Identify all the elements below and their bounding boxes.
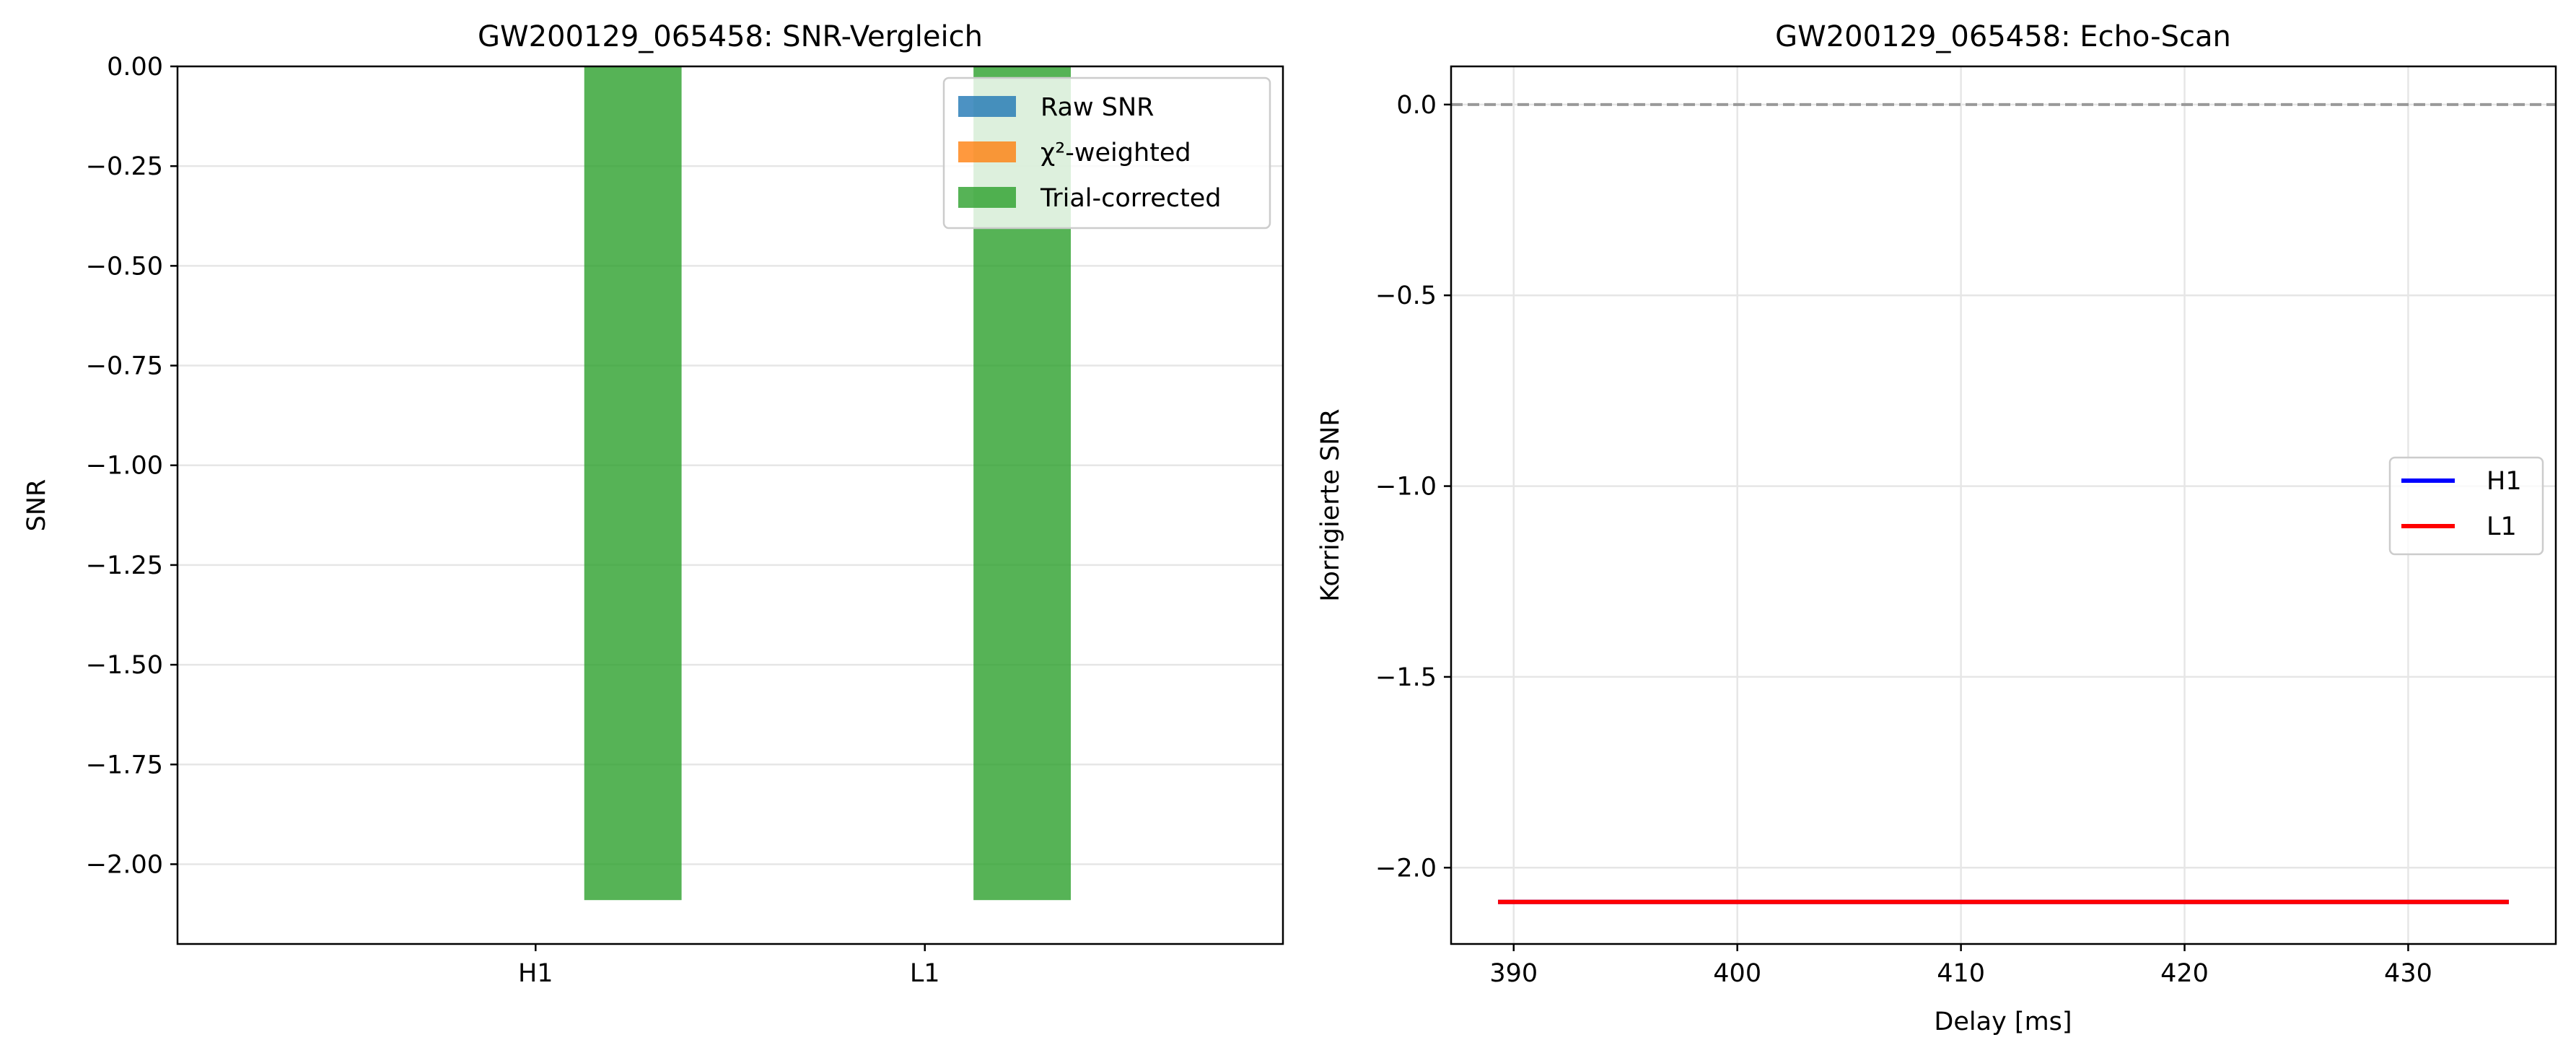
echo-scan-legend: H1 L1: [2388, 456, 2544, 556]
legend-label-h1: H1: [2487, 467, 2522, 496]
echo-scan-y-axis-label: Korrigierte SNR: [1316, 408, 1345, 601]
y-tick-label: −1.50: [86, 651, 163, 680]
x-tick-label: 410: [1937, 959, 1985, 988]
x-tick-label: 430: [2384, 959, 2432, 988]
legend-swatch-raw-snr: [958, 96, 1016, 117]
y-tick-label: −1.25: [86, 551, 163, 580]
legend-swatch-trial-corrected: [958, 187, 1016, 208]
legend-label-trial-corrected: Trial-corrected: [1040, 184, 1221, 213]
x-tick-label: H1: [518, 959, 553, 988]
y-tick-label: −0.5: [1375, 281, 1437, 310]
echo-scan-panel: 390 400 410 420 430 0.0 −0.5 −1.0 −1.5 −2.0 GW200…: [1316, 20, 2557, 1036]
legend-swatch-chi2-weighted: [958, 141, 1016, 162]
y-tick-label: 0.0: [1396, 91, 1437, 120]
y-tick-label: −2.00: [86, 850, 163, 879]
y-tick-label: −1.00: [86, 452, 163, 481]
legend-label-l1: L1: [2487, 512, 2517, 541]
y-tick-label: −1.75: [86, 751, 163, 779]
echo-scan-x-axis-label: Delay [ms]: [1934, 1007, 2072, 1036]
snr-comparison-legend: Raw SNR χ²-weighted Trial-corrected: [942, 76, 1271, 229]
snr-comparison-plot-frame: [176, 65, 1284, 945]
y-tick-label: −1.5: [1375, 663, 1437, 692]
bar-trial-corrected-h1: [584, 66, 682, 901]
y-tick-label: −1.0: [1375, 473, 1437, 502]
y-tick-label: −0.50: [86, 252, 163, 281]
snr-comparison-y-axis-label: SNR: [22, 479, 51, 532]
snr-comparison-title: GW200129_065458: SNR-Vergleich: [478, 20, 983, 53]
echo-scan-plot-frame: [1450, 65, 2557, 945]
y-tick-label: −0.75: [86, 352, 163, 381]
x-tick-label: 400: [1713, 959, 1761, 988]
x-tick-label: L1: [910, 959, 940, 988]
legend-label-chi2-weighted: χ²-weighted: [1041, 139, 1191, 167]
x-tick-label: 390: [1489, 959, 1538, 988]
legend-label-raw-snr: Raw SNR: [1041, 93, 1154, 122]
y-tick-label: −0.25: [86, 152, 163, 181]
echo-scan-title: GW200129_065458: Echo-Scan: [1775, 20, 2231, 53]
snr-comparison-legend-box: [942, 76, 1271, 229]
x-tick-label: 420: [2160, 959, 2209, 988]
y-tick-label: 0.00: [107, 53, 163, 82]
snr-comparison-panel: 0.00 −0.25 −0.50 −0.75 −1.00 −1.25 −1.50 −1.75 −…: [22, 20, 1284, 988]
y-tick-label: −2.0: [1375, 854, 1437, 883]
